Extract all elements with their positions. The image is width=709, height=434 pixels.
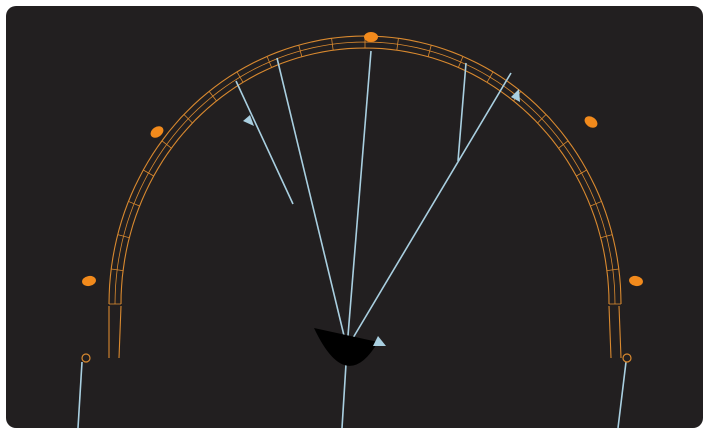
bridle-line [276, 57, 348, 349]
bridle-line [235, 80, 294, 205]
wing-rib [458, 56, 464, 68]
wing-rib [606, 268, 619, 271]
wing-rib [111, 268, 124, 271]
wing-marker [584, 116, 598, 128]
wing-rib [576, 169, 587, 177]
bridle-line [346, 50, 372, 349]
wing-edge-line [120, 47, 610, 305]
wing-rib [128, 201, 140, 207]
wing-rib [427, 45, 432, 57]
wing-tip-right [618, 305, 622, 359]
bridle-line [77, 361, 83, 428]
wing-tip-right [608, 305, 612, 359]
wing-rib [208, 91, 217, 102]
bridle-line [457, 62, 467, 162]
kite-wing-wireframe [108, 35, 622, 359]
wing-rib [143, 169, 154, 177]
wing-marker-dot [82, 275, 96, 287]
bridle-lines [77, 50, 627, 428]
arrow-head-icon [511, 89, 520, 102]
wing-rib [590, 201, 602, 207]
wing-tip-loop [622, 353, 632, 363]
wing-rib [236, 71, 244, 83]
wing-rib [117, 234, 130, 239]
wing-rib [537, 114, 547, 124]
wing-edge-line [114, 41, 616, 305]
wing-tip-left [118, 305, 122, 359]
wing-marker-dot [150, 126, 164, 138]
wing-rib [266, 56, 272, 68]
wing-rib [161, 140, 172, 149]
wing-rib [600, 234, 613, 239]
wing-marker-dot [629, 275, 643, 287]
wing-marker-dot [364, 32, 378, 42]
wing-marker [150, 126, 164, 138]
wing-marker [629, 275, 643, 287]
wing-rib [298, 45, 303, 57]
wing-rib [331, 38, 334, 51]
rotation-arc [314, 328, 378, 366]
wing-marker [82, 275, 96, 287]
wing-marker-dot [584, 116, 598, 128]
kite-viewport [6, 6, 703, 428]
wing-marker [364, 32, 378, 42]
arrow-head-icon [373, 336, 386, 346]
tip-and-strut-markers [82, 32, 643, 287]
wing-rib [486, 71, 494, 83]
bridle-line [346, 72, 512, 349]
kite-diagram [77, 32, 643, 428]
wing-rib [558, 140, 569, 149]
bridle-line [617, 361, 627, 428]
rotation-arrows [243, 89, 520, 366]
wing-rib [396, 38, 399, 51]
wing-edge-line [108, 35, 622, 305]
wing-tip-loop [81, 353, 91, 363]
arrow-head-icon [243, 115, 254, 126]
wing-rib [183, 114, 193, 124]
